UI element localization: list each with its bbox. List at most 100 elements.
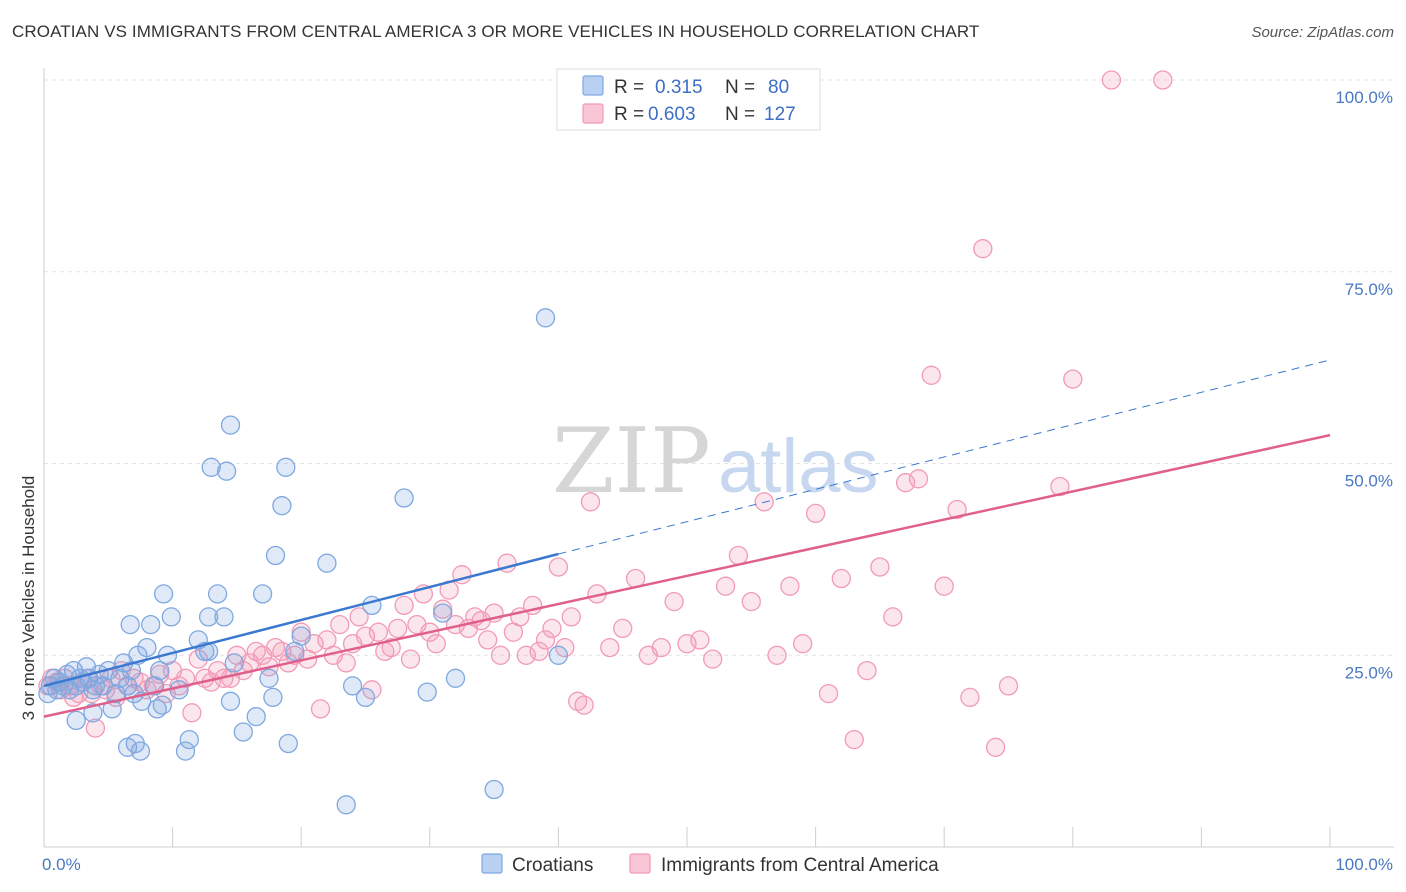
croatians-point-60 [263, 687, 283, 708]
croatians-trend-extension [558, 359, 1331, 555]
croatians-point-57 [246, 706, 266, 727]
immigrants-point-73 [478, 630, 498, 650]
croatians-point-28 [137, 637, 157, 658]
immigrants-point-61 [400, 649, 421, 669]
croatians-point-77 [484, 779, 504, 800]
bottom-legend-swatch-croatians [481, 853, 503, 874]
y-tick-labels: 25.0% 50.0% 75.0% 100.0% [1335, 88, 1393, 682]
croatians-point-43 [169, 680, 189, 700]
croatians-point-76 [445, 668, 466, 688]
x-tick-label-0: 0.0% [42, 855, 81, 874]
immigrants-point-85 [555, 637, 575, 658]
immigrants-point-98 [690, 630, 710, 650]
croatians-point-74 [417, 682, 437, 702]
immigrants-point-50 [330, 614, 350, 635]
croatians-point-75 [433, 603, 453, 623]
chart-title: CROATIAN VS IMMIGRANTS FROM CENTRAL AMER… [12, 22, 980, 41]
immigrants-point-79 [516, 645, 536, 665]
croatians-point-73 [394, 488, 414, 508]
immigrants-point-126 [1153, 70, 1173, 90]
immigrants-point-118 [947, 499, 967, 520]
croatians-point-65 [220, 691, 241, 711]
croatians-point-15 [85, 676, 106, 696]
croatians-point-67 [291, 626, 311, 646]
croatians-point-55 [224, 653, 244, 673]
croatians-point-53 [216, 461, 237, 481]
immigrants-point-125 [1101, 70, 1122, 90]
immigrants-point-60 [394, 595, 414, 616]
immigrants-point-75 [490, 645, 511, 665]
croatians-point-23 [117, 676, 138, 696]
watermark-zip: ZIP [552, 409, 711, 514]
immigrants-point-26 [175, 668, 196, 688]
watermark: ZIP atlas [552, 409, 879, 514]
y-tick-label-3: 100.0% [1335, 88, 1393, 107]
immigrants-point-81 [529, 641, 549, 662]
immigrants-point-82 [535, 630, 556, 650]
immigrants-point-99 [703, 649, 723, 669]
croatians-point-31 [150, 660, 170, 681]
immigrants-point-108 [818, 683, 839, 704]
croatians-point-42 [152, 695, 172, 715]
immigrants-point-109 [831, 568, 851, 589]
immigrants-point-120 [973, 239, 993, 259]
immigrants-point-119 [960, 687, 980, 708]
croatians-point-69 [336, 795, 356, 815]
croatians-point-78 [535, 308, 556, 328]
legend-n-label-1: N = [725, 77, 755, 98]
croatians-point-48 [198, 641, 219, 662]
immigrants-point-116 [921, 365, 941, 385]
croatians-point-61 [265, 545, 286, 566]
croatians-point-40 [120, 614, 140, 635]
immigrants-point-110 [844, 729, 864, 750]
immigrants-point-27 [182, 703, 202, 723]
croatians-point-50 [201, 457, 221, 477]
croatians-point-56 [233, 722, 253, 742]
croatians-point-58 [252, 584, 273, 604]
x-tick-labels: 0.0% 100.0% [42, 855, 1393, 874]
watermark-atlas: atlas [718, 424, 879, 509]
croatians-point-32 [153, 584, 174, 604]
legend-r-label-1: R = [614, 77, 644, 98]
immigrants-point-122 [998, 676, 1019, 696]
y-axis-label: 3 or more Vehicles in Household [19, 476, 38, 721]
legend-swatch-immigrants [582, 103, 604, 124]
immigrants-point-83 [542, 618, 562, 639]
croatians-point-49 [198, 607, 219, 627]
croatians-point-29 [141, 614, 161, 635]
croatians-point-71 [355, 687, 376, 708]
croatians-point-54 [220, 415, 241, 435]
x-tick-label-1: 100.0% [1335, 855, 1393, 874]
croatians-point-51 [207, 584, 228, 604]
legend-r-label-2: R = [614, 104, 644, 125]
immigrants-point-55 [362, 680, 382, 700]
bottom-legend-immigrants: Immigrants from Central America [661, 855, 939, 876]
immigrants-point-84 [548, 557, 569, 577]
immigrants-point-86 [561, 607, 581, 627]
croatians-point-70 [342, 676, 363, 696]
croatians-point-59 [259, 668, 279, 688]
immigrants-point-53 [349, 607, 369, 627]
immigrants-point-65 [426, 634, 446, 654]
immigrants-point-96 [664, 591, 684, 612]
croatians-point-39 [125, 733, 145, 754]
immigrants-point-105 [780, 576, 800, 596]
immigrants-point-91 [600, 637, 620, 658]
bottom-legend-swatch-immigrants [629, 853, 651, 874]
series-legend: Croatians Immigrants from Central Americ… [481, 853, 939, 876]
immigrants-point-124 [1063, 369, 1083, 389]
bottom-legend-croatians: Croatians [512, 855, 593, 876]
croatians-point-36 [83, 703, 103, 723]
immigrants-point-88 [574, 695, 594, 715]
croatians-point-79 [548, 645, 569, 665]
immigrants-point-106 [793, 634, 813, 654]
immigrants-point-56 [368, 622, 389, 642]
data-points [38, 70, 1173, 815]
legend-r-value-1: 0.315 [655, 77, 703, 98]
immigrants-point-112 [870, 557, 890, 577]
immigrants-point-111 [857, 660, 877, 681]
y-tick-label-2: 75.0% [1345, 280, 1393, 299]
immigrants-point-89 [580, 492, 601, 512]
legend-n-value-2: 127 [764, 104, 796, 125]
croatians-point-63 [276, 457, 296, 477]
